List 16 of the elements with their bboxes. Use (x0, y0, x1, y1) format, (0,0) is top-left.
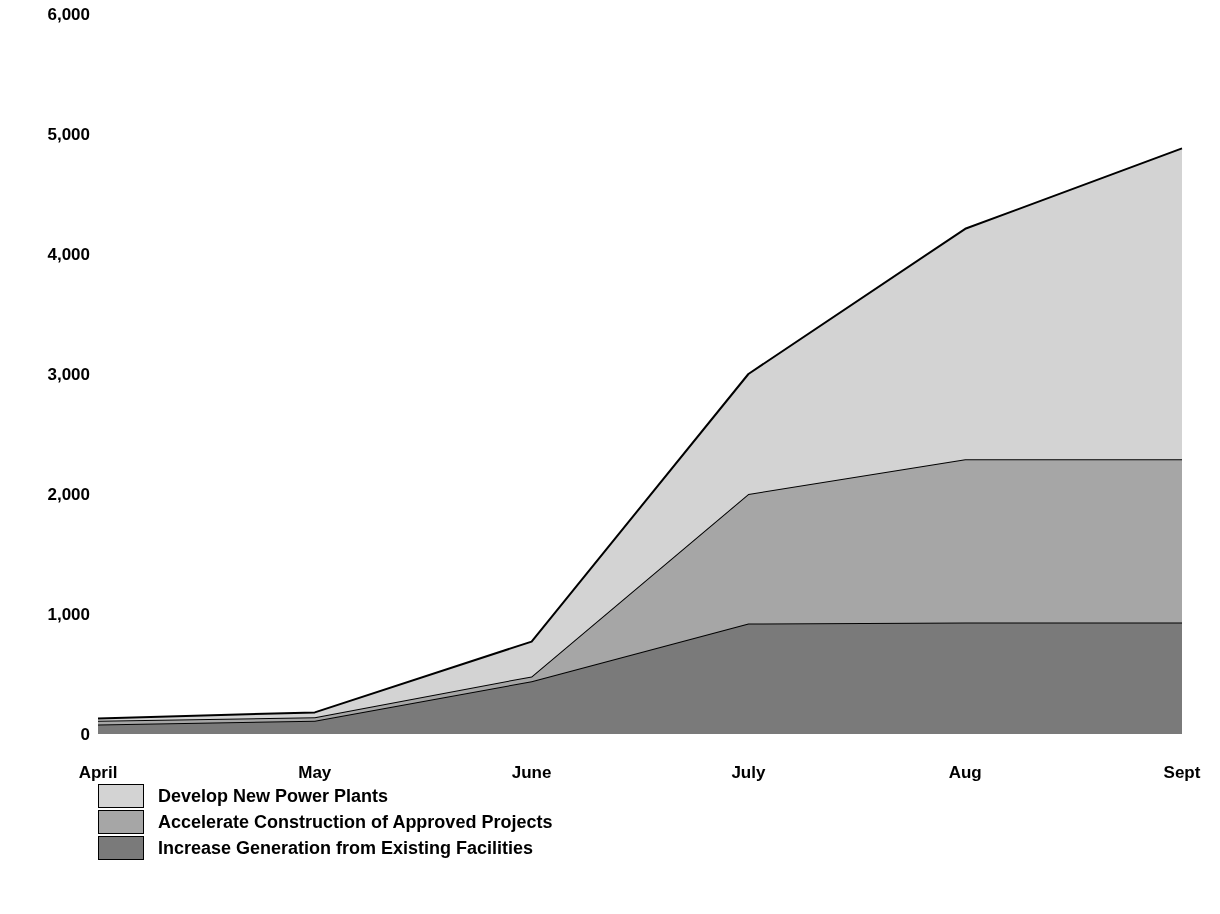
legend-label: Increase Generation from Existing Facilities (158, 837, 534, 859)
y-tick-label: 2,000 (47, 485, 90, 505)
y-tick-label: 6,000 (47, 5, 90, 25)
y-tick-label: 4,000 (47, 245, 90, 265)
legend-label: Develop New Power Plants (158, 785, 389, 807)
x-tick-label: April (78, 762, 118, 782)
x-tick-label: June (511, 762, 552, 782)
y-tick-label: 0 (80, 725, 90, 745)
y-tick-label: 5,000 (47, 125, 90, 145)
y-tick-label: 3,000 (47, 365, 90, 385)
legend-label: Accelerate Construction of Approved Projects (158, 811, 553, 833)
y-tick-label: 1,000 (47, 605, 90, 625)
x-tick-label: Aug (948, 762, 982, 782)
x-tick-label: July (731, 762, 766, 782)
x-tick-label: May (298, 762, 332, 782)
x-tick-label: Sept (1163, 762, 1201, 782)
